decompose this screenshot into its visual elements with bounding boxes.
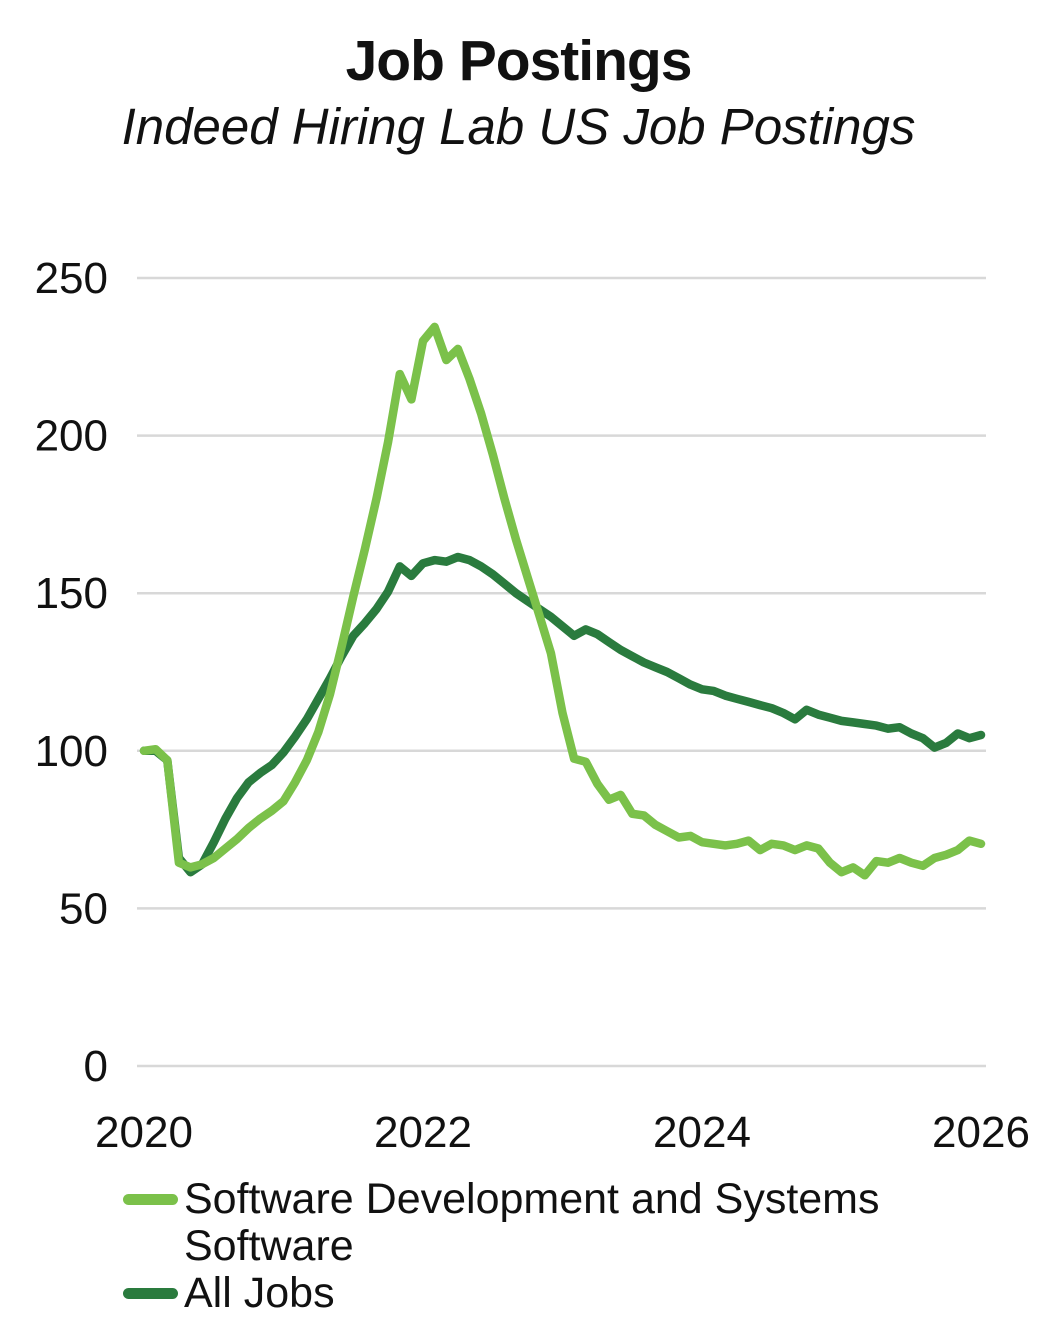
y-tick-label-100: 100 bbox=[35, 727, 108, 776]
series-line-all-jobs bbox=[139, 552, 986, 877]
legend-swatch-all-jobs bbox=[123, 1288, 178, 1299]
x-tick-label-2024: 2024 bbox=[653, 1108, 751, 1157]
series-line-software-development-and-systems-software bbox=[139, 322, 986, 880]
y-tick-label-150: 150 bbox=[35, 569, 108, 618]
legend-item-software: Software Development and Systems Softwar… bbox=[123, 1176, 984, 1270]
y-tick-label-50: 50 bbox=[59, 884, 108, 933]
legend-item-all-jobs: All Jobs bbox=[123, 1270, 984, 1317]
legend-label-all-jobs: All Jobs bbox=[184, 1269, 335, 1317]
chart-subtitle: Indeed Hiring Lab US Job Postings bbox=[121, 98, 916, 155]
chart-title: Job Postings bbox=[345, 29, 693, 93]
x-tick-label-2022: 2022 bbox=[374, 1108, 472, 1157]
y-tick-label-200: 200 bbox=[35, 412, 108, 461]
x-tick-label-2026: 2026 bbox=[932, 1108, 1030, 1157]
legend: Software Development and Systems Softwar… bbox=[123, 1176, 984, 1317]
y-tick-label-0: 0 bbox=[84, 1042, 108, 1091]
y-tick-label-250: 250 bbox=[35, 254, 108, 303]
legend-swatch-software bbox=[123, 1194, 178, 1205]
x-tick-label-2020: 2020 bbox=[95, 1108, 193, 1157]
legend-label-software: Software Development and Systems Softwar… bbox=[184, 1175, 880, 1270]
